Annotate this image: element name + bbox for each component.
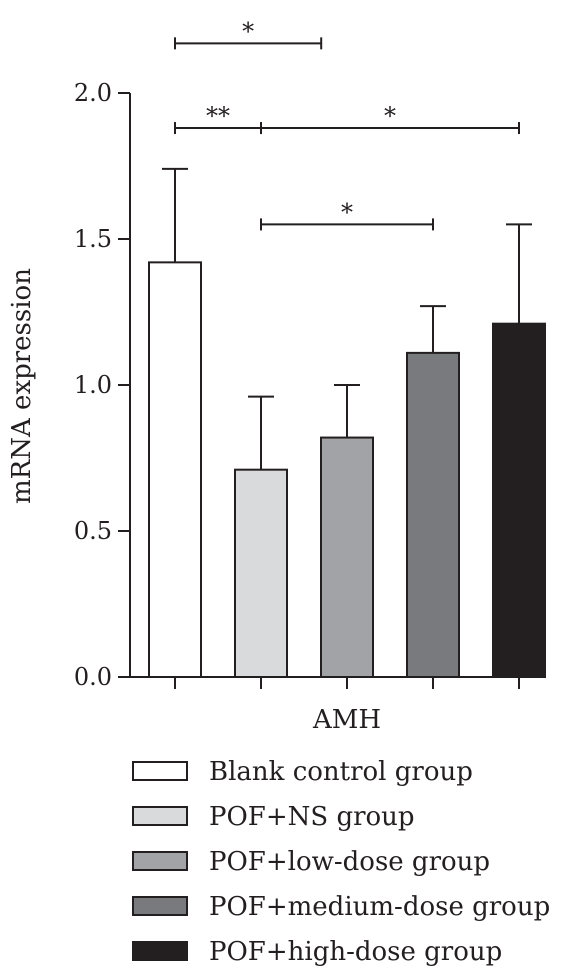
legend-swatch-2: [132, 806, 188, 826]
category-label: AMH: [312, 705, 381, 735]
y-tick-label: 2.0: [74, 79, 112, 107]
legend-swatch-3: [132, 851, 188, 871]
significance-label-4: *: [242, 17, 254, 45]
bar-3: [320, 436, 374, 678]
legend-label-4: POF+medium-dose group: [209, 892, 550, 922]
significance-label-3: *: [341, 198, 353, 226]
legend: Blank control group POF+NS group POF+low-d…: [132, 757, 550, 967]
y-axis-label: mRNA expression: [7, 268, 37, 504]
y-tick-label: 0.0: [74, 663, 112, 691]
y-tick-label: 1.5: [74, 225, 112, 253]
bar-4: [406, 351, 460, 678]
significance-label-2: *: [384, 102, 396, 130]
plot-area: 0.00.51.01.52.0** ***: [74, 17, 546, 691]
y-tick-label: 0.5: [74, 517, 112, 545]
legend-label-2: POF+NS group: [209, 802, 415, 832]
bar-2: [234, 468, 288, 678]
legend-swatch-5: [132, 941, 188, 961]
legend-label-3: POF+low-dose group: [209, 847, 490, 877]
significance-label-1: **: [206, 102, 230, 130]
bar-1: [148, 261, 202, 678]
y-tick-label: 1.0: [74, 371, 112, 399]
legend-label-5: POF+high-dose group: [209, 937, 502, 967]
legend-swatch-1: [132, 761, 188, 781]
legend-label-1: Blank control group: [209, 757, 473, 787]
legend-swatch-4: [132, 896, 188, 916]
bar-5: [492, 322, 546, 678]
